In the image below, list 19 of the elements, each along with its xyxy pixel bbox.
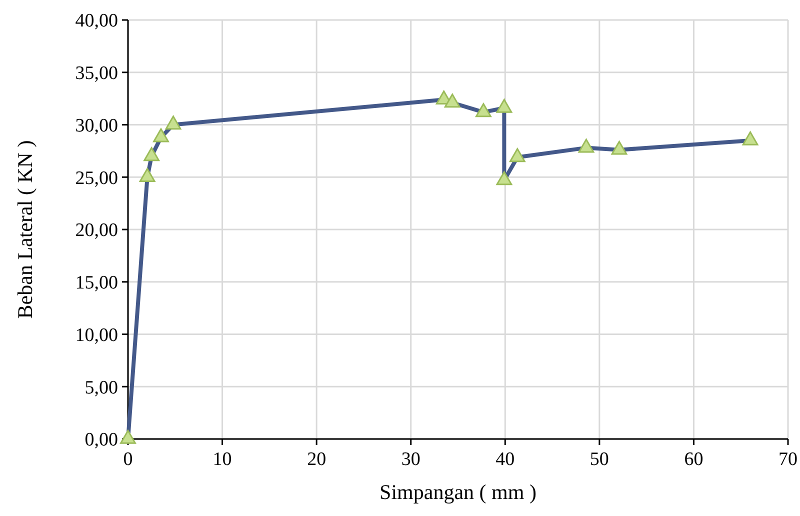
x-tick-label: 70 <box>778 449 798 470</box>
y-tick-label: 0,00 <box>84 430 118 451</box>
y-tick-label: 30,00 <box>75 115 118 136</box>
y-tick-label: 5,00 <box>84 377 118 398</box>
y-tick-label: 40,00 <box>75 10 118 32</box>
x-tick-label: 40 <box>496 449 515 470</box>
y-tick-label: 10,00 <box>75 324 118 346</box>
x-tick-label: 0 <box>123 449 133 470</box>
x-tick-label: 60 <box>684 449 704 470</box>
x-tick-label: 50 <box>590 449 609 470</box>
y-tick-label: 35,00 <box>75 63 118 84</box>
x-tick-label: 20 <box>307 449 326 470</box>
x-tick-label: 10 <box>212 449 232 470</box>
x-axis-title: Simpangan ( mm ) <box>380 480 536 504</box>
y-tick-label: 15,00 <box>75 272 118 294</box>
x-tick-label: 30 <box>401 449 420 470</box>
y-tick-label: 25,00 <box>75 168 118 189</box>
y-axis-title: Beban Lateral ( KN ) <box>13 140 37 319</box>
y-tick-label: 20,00 <box>75 220 118 242</box>
